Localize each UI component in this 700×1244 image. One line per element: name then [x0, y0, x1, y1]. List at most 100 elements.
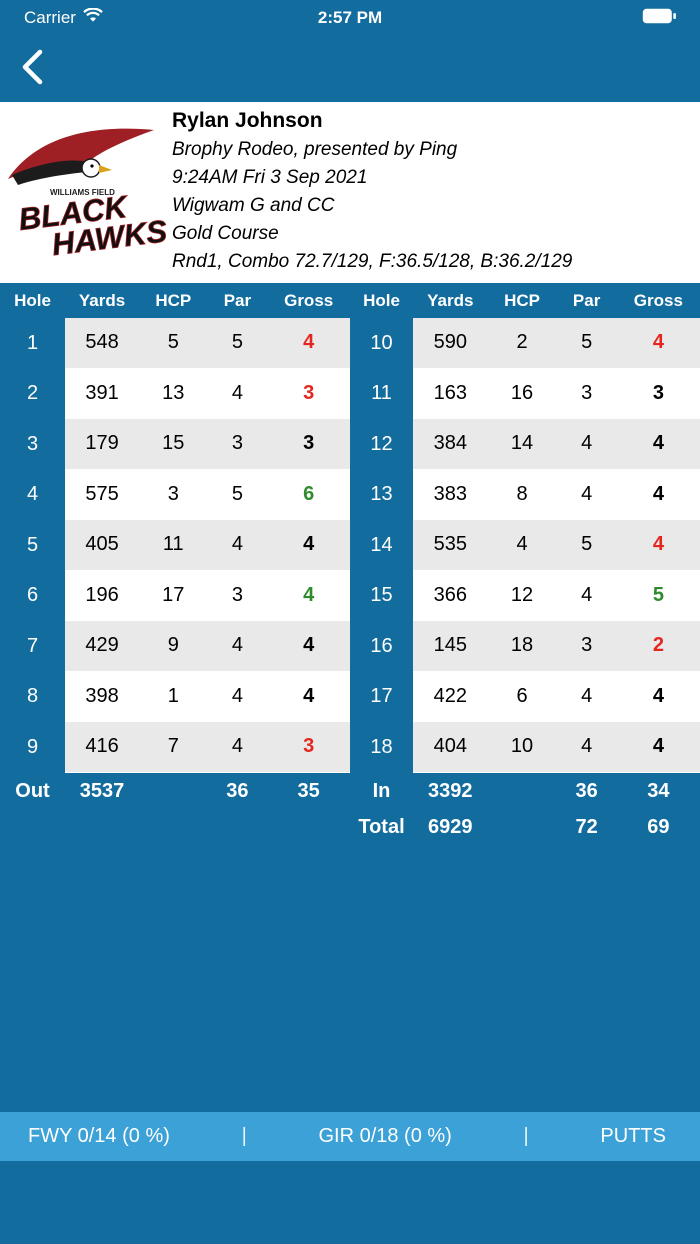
par-value: 4 — [231, 735, 243, 758]
col-yards-front: Yards — [78, 290, 126, 310]
hole-cells: 422 6 4 4 — [413, 671, 700, 722]
battery-icon — [642, 8, 676, 29]
score-row-hole-15[interactable]: 15 366 12 4 5 — [350, 570, 700, 621]
logo-small-text: WILLIAMS FIELD — [50, 188, 115, 197]
col-par-front: Par — [223, 290, 252, 310]
gross-value: 4 — [652, 685, 664, 708]
hole-number: 15 — [370, 584, 393, 607]
total-yards: 6929 — [428, 816, 473, 838]
hole-cells: 416 7 4 3 — [65, 722, 350, 773]
gross-value: 4 — [652, 331, 664, 354]
gross-value: 5 — [652, 584, 664, 607]
total-label: Total — [358, 816, 405, 838]
course-name: Gold Course — [172, 223, 279, 244]
hcp-value: 6 — [516, 685, 528, 708]
player-name: Rylan Johnson — [172, 109, 323, 132]
yards-value: 179 — [85, 432, 119, 455]
score-row-hole-12[interactable]: 12 384 14 4 4 — [350, 419, 700, 470]
score-row-hole-11[interactable]: 11 163 16 3 3 — [350, 368, 700, 419]
status-bar: Carrier 2:57 PM — [0, 0, 700, 36]
par-value: 4 — [231, 533, 243, 556]
hole-cells: 429 9 4 4 — [65, 621, 350, 672]
score-row-hole-7[interactable]: 7 429 9 4 4 — [0, 621, 350, 672]
team-logo: WILLIAMS FIELD BLACK HAWKS — [0, 117, 172, 269]
hcp-value: 3 — [167, 483, 179, 506]
yards-value: 398 — [85, 685, 119, 708]
back-button[interactable] — [20, 47, 60, 91]
hcp-value: 17 — [162, 584, 185, 607]
score-row-hole-17[interactable]: 17 422 6 4 4 — [350, 671, 700, 722]
back-nine-rows: 10 590 2 5 4 11 163 16 3 3 12 384 14 4 4 13 383 8 4 4 14 535 4… — [350, 318, 700, 773]
score-row-hole-2[interactable]: 2 391 13 4 3 — [0, 368, 350, 419]
back-chevron-icon — [20, 48, 44, 91]
gross-value: 3 — [652, 382, 664, 405]
round-datetime: 9:24AM Fri 3 Sep 2021 — [172, 167, 368, 188]
scorecard-body: 1 548 5 5 4 2 391 13 4 3 3 179 15 3 3 4 575 3 5 6 5 405 11 4 4 6 1… — [0, 318, 700, 773]
in-yards: 3392 — [428, 780, 473, 802]
score-row-hole-1[interactable]: 1 548 5 5 4 — [0, 318, 350, 369]
par-value: 4 — [231, 685, 243, 708]
in-par: 36 — [575, 780, 598, 802]
yards-value: 404 — [433, 735, 467, 758]
hole-number: 9 — [26, 735, 39, 758]
score-row-hole-10[interactable]: 10 590 2 5 4 — [350, 318, 700, 369]
col-gross-back: Gross — [633, 290, 683, 310]
gross-value: 4 — [652, 432, 664, 455]
par-value: 3 — [581, 382, 593, 405]
hole-cells: 590 2 5 4 — [413, 318, 700, 369]
hole-number: 11 — [371, 382, 392, 405]
hole-cells: 548 5 5 4 — [65, 318, 350, 369]
gross-value: 3 — [303, 382, 315, 405]
score-row-hole-3[interactable]: 3 179 15 3 3 — [0, 419, 350, 470]
stats-footer-bar: FWY 0/14 (0 %) | GIR 0/18 (0 %) | PUTTS — [0, 1112, 700, 1161]
hole-number: 1 — [26, 331, 39, 354]
score-row-hole-18[interactable]: 18 404 10 4 4 — [350, 722, 700, 773]
hole-cells: 163 16 3 3 — [413, 368, 700, 419]
out-in-row: Out 3537 36 35 In 3392 36 34 — [0, 773, 700, 811]
fwy-stat[interactable]: FWY 0/14 (0 %) — [28, 1125, 170, 1147]
hcp-value: 10 — [510, 735, 534, 758]
hole-number: 7 — [26, 634, 39, 657]
hole-cells: 391 13 4 3 — [65, 368, 350, 419]
clock: 2:57 PM — [317, 8, 383, 27]
hcp-value: 8 — [516, 483, 528, 506]
score-row-hole-13[interactable]: 13 383 8 4 4 — [350, 469, 700, 520]
hole-cells: 179 15 3 3 — [65, 419, 350, 470]
hole-number: 6 — [26, 584, 39, 607]
hcp-value: 9 — [167, 634, 179, 657]
score-row-hole-6[interactable]: 6 196 17 3 4 — [0, 570, 350, 621]
yards-value: 391 — [85, 382, 119, 405]
hole-cells: 196 17 3 4 — [65, 570, 350, 621]
score-row-hole-14[interactable]: 14 535 4 5 4 — [350, 520, 700, 571]
col-hole-back: Hole — [363, 290, 400, 310]
hole-number: 17 — [370, 685, 393, 708]
hole-number: 12 — [370, 432, 393, 455]
yards-value: 196 — [85, 584, 119, 607]
out-yards: 3537 — [79, 780, 125, 802]
hole-number: 13 — [370, 483, 393, 506]
score-row-hole-4[interactable]: 4 575 3 5 6 — [0, 469, 350, 520]
hole-number: 5 — [26, 533, 39, 556]
yards-value: 422 — [433, 685, 467, 708]
player-info-section: WILLIAMS FIELD BLACK HAWKS Rylan Johnson… — [0, 102, 700, 283]
yards-value: 416 — [85, 735, 119, 758]
score-row-hole-8[interactable]: 8 398 1 4 4 — [0, 671, 350, 722]
putts-stat[interactable]: PUTTS — [600, 1125, 666, 1147]
score-row-hole-9[interactable]: 9 416 7 4 3 — [0, 722, 350, 773]
gir-stat[interactable]: GIR 0/18 (0 %) — [318, 1125, 452, 1147]
carrier-label: Carrier — [24, 8, 76, 27]
par-value: 4 — [581, 735, 593, 758]
hole-cells: 405 11 4 4 — [65, 520, 350, 571]
par-value: 4 — [581, 685, 593, 708]
out-gross: 35 — [297, 780, 320, 802]
hole-number: 2 — [26, 382, 39, 405]
score-row-hole-16[interactable]: 16 145 18 3 2 — [350, 621, 700, 672]
par-value: 5 — [581, 533, 593, 556]
score-row-hole-5[interactable]: 5 405 11 4 4 — [0, 520, 350, 571]
par-value: 5 — [231, 331, 243, 354]
par-value: 4 — [231, 382, 243, 405]
round-rating-info: Rnd1, Combo 72.7/129, F:36.5/128, B:36.2… — [172, 251, 573, 272]
gross-value: 6 — [303, 483, 315, 506]
nav-bar — [0, 36, 700, 102]
par-value: 3 — [581, 634, 593, 657]
